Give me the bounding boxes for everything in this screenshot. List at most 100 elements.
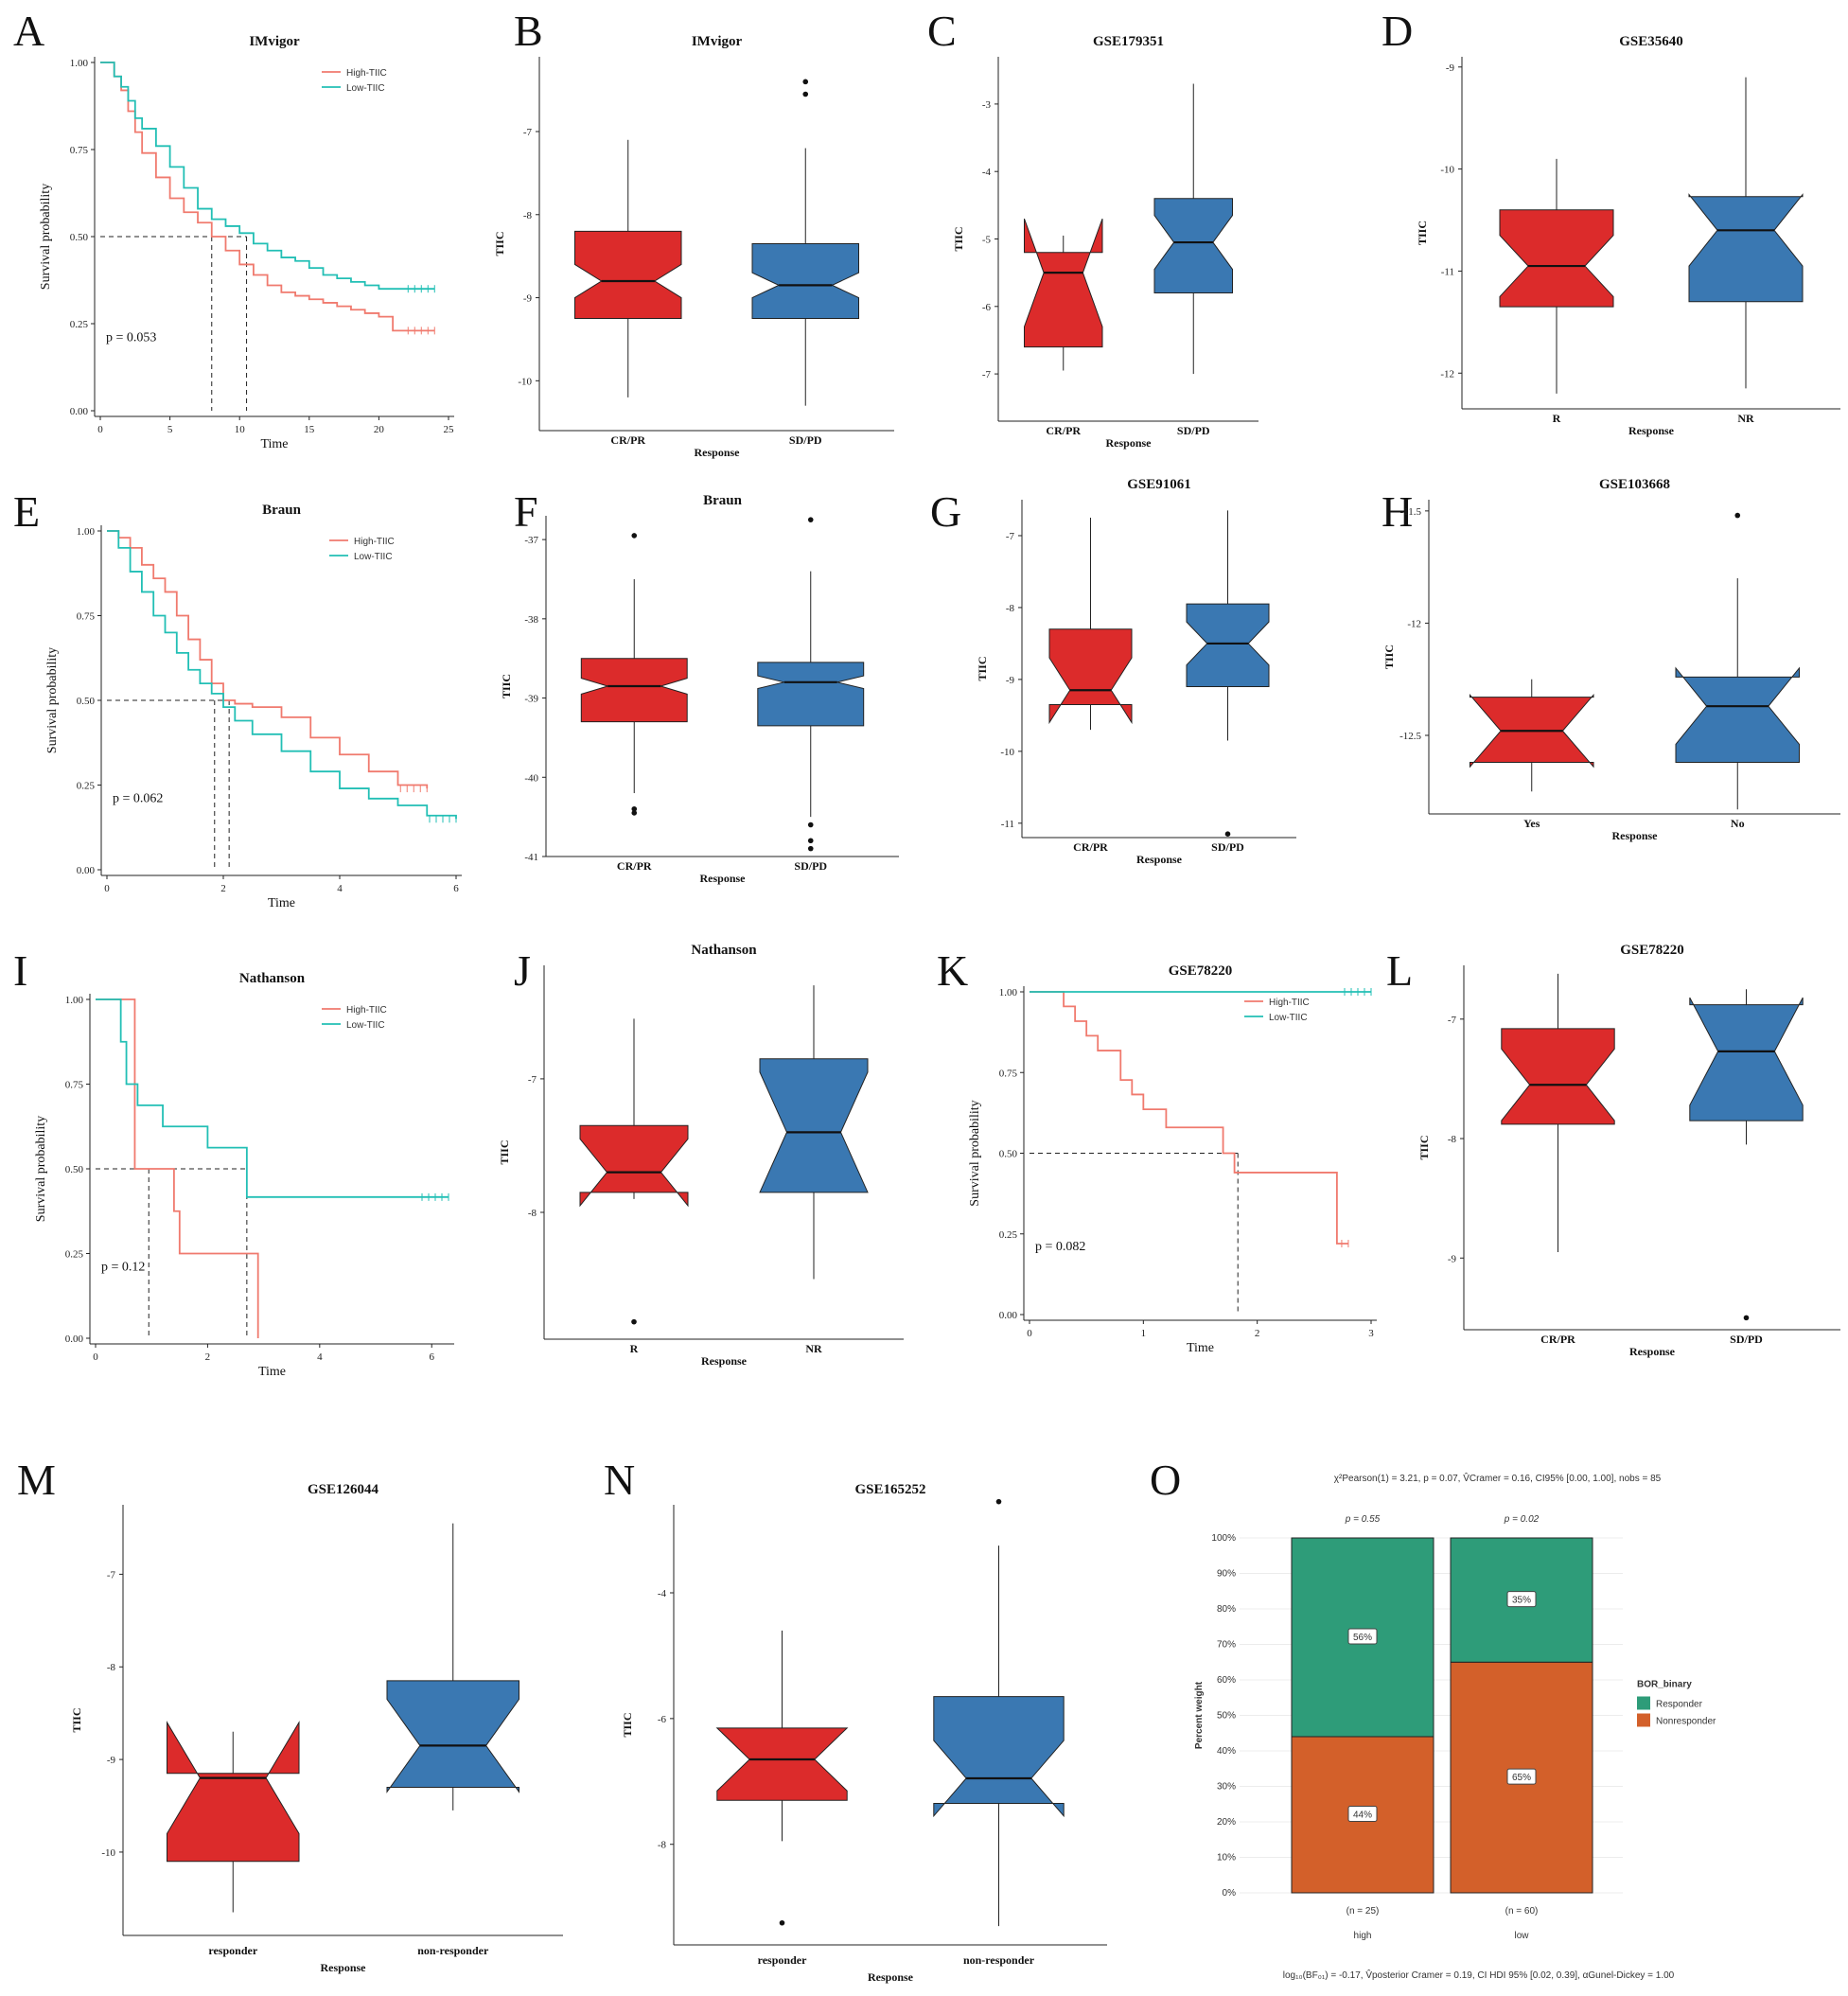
notched-box [1675,666,1800,763]
x-tick-label: R [1553,412,1561,425]
y-axis-label: TIIC [976,656,989,680]
outlier-point [631,805,638,812]
box-cr-pr [580,533,688,816]
x-tick-label: non-responder [963,1953,1035,1967]
chart-title: GSE126044 [308,1482,379,1497]
y-tick-label: -9 [523,293,533,305]
legend-label: High-TIIC [346,68,387,79]
y-tick-label: -8 [658,1840,667,1851]
legend-swatch [1637,1696,1650,1710]
y-tick-label: 0.00 [999,1310,1018,1321]
legend-label: High-TIIC [354,537,395,547]
x-tick-label: 0 [93,1351,98,1363]
y-axis-label: Survival probability [39,184,53,290]
notched-box [1024,218,1103,348]
y-axis-label: TIIC [1417,1135,1431,1159]
panel-label-h: H [1382,487,1414,536]
km-curve-high-tiic [96,998,259,1338]
y-axis-label: TIIC [498,1139,511,1164]
outlier-point [807,845,814,852]
stacked-bar-high: 56% 44% p = 0.55 (n = 25) high [1291,1514,1434,1941]
stat-header: χ²Pearson(1) = 3.21, p = 0.07, V̂Cramer … [1334,1471,1662,1484]
box-chart-h: GSE103668 -12.5 -12 -11.5 TIIC Yes No Response [1382,477,1840,842]
box-sd-pd [751,79,859,406]
notched-box [167,1721,300,1863]
x-tick-label: CR/PR [617,859,652,873]
y-tick-label: 60% [1217,1675,1236,1686]
y-axis-label: TIIC [70,1707,83,1732]
y-tick-label: 0.50 [70,232,89,243]
p-value-annotation: p = 0.082 [1035,1240,1085,1254]
stacked-bar-low: 35% 65% p = 0.02 (n = 60) low [1450,1514,1593,1941]
box-chart-c: GSE179351 -7 -6 -5 -4 -3 TIIC CR/PR SD/PD Respons… [952,34,1258,450]
y-tick-label: 10% [1217,1853,1236,1864]
x-tick-label: SD/PD [789,433,822,447]
km-curve-high-tiic [1030,991,1348,1245]
y-tick-label: 0% [1223,1888,1237,1899]
panel-label-d: D [1382,7,1414,55]
y-tick-label: 20% [1217,1817,1236,1828]
x-tick-label: 15 [304,424,315,435]
x-axis-label: Response [1105,436,1152,450]
y-tick-label: 30% [1217,1782,1236,1793]
y-tick-label: 0.00 [77,865,96,876]
legend-label: High-TIIC [1269,998,1310,1008]
x-tick-label: CR/PR [610,433,645,447]
p-value-label: p = 0.55 [1345,1514,1381,1525]
chart-title: GSE103668 [1599,477,1670,492]
notched-box [1186,603,1270,687]
x-tick-label: 5 [167,424,173,435]
p-value-annotation: p = 0.12 [101,1260,145,1274]
outlier-point [1734,512,1741,519]
box-cr-pr [1024,218,1103,371]
notched-box [574,230,682,319]
y-tick-label: -10 [1000,747,1014,758]
x-axis-label: Response [1136,853,1183,866]
y-tick-label: -10 [101,1847,115,1859]
x-tick-label: Yes [1523,817,1540,830]
x-tick-label: NR [1737,412,1754,425]
legend-label: Responder [1656,1700,1703,1710]
panel-label-f: F [514,487,538,536]
box-r [579,1018,689,1325]
y-tick-label: -11 [1441,266,1454,277]
y-tick-label: -3 [982,99,992,111]
chart-title: GSE78220 [1169,963,1233,979]
y-tick-label: -38 [524,614,538,626]
panel-label-m: M [17,1456,56,1504]
box-sd-pd [1186,510,1270,838]
x-tick-label: 0 [1027,1328,1032,1339]
box-cr-pr [574,139,682,397]
panel-label-a: A [13,7,45,55]
y-tick-label: -7 [1006,531,1015,542]
y-tick-label: -8 [1006,603,1015,614]
notched-box [759,1058,869,1193]
notched-box [1688,193,1804,303]
y-tick-label: -6 [658,1714,667,1725]
box-chart-j: Nathanson -8 -7 TIIC R NR Response [498,943,904,1368]
y-tick-label: -6 [982,302,992,313]
box-no [1675,512,1800,810]
outlier-point [807,517,814,522]
segment-label-box [1506,1768,1537,1785]
km-curve-low-tiic [100,62,435,291]
x-tick-label: 25 [444,424,455,435]
panel-label-o: O [1150,1456,1182,1504]
y-tick-label: 1.00 [70,58,89,69]
notched-box [580,658,688,723]
y-tick-label: -7 [528,1074,537,1086]
x-tick-label: 4 [337,883,343,894]
notched-box [1499,209,1614,308]
y-tick-label: 0.25 [65,1249,84,1261]
km-chart-k: GSE78220 0.00 0.25 0.50 0.75 1.00 0 1 2 3 Time Surv… [968,963,1377,1355]
x-tick-label: NR [805,1342,822,1355]
y-tick-label: -10 [1440,165,1454,176]
p-value-annotation: p = 0.053 [106,330,156,344]
y-axis-label: Survival probability [45,647,60,753]
box-chart-d: GSE35640 -12 -11 -10 -9 TIIC R NR Response [1416,34,1840,437]
y-tick-label: 80% [1217,1604,1236,1615]
segment-label: 65% [1512,1773,1531,1783]
legend-label: High-TIIC [346,1005,387,1016]
box-cr-pr [1048,517,1133,731]
chart-title: IMvigor [249,34,300,49]
